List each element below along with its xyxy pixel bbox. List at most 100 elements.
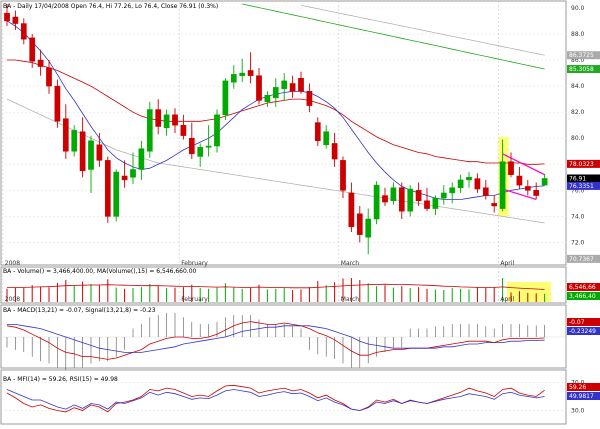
candle-body — [298, 78, 304, 92]
candle-body — [256, 75, 262, 101]
candle-body — [247, 70, 254, 76]
candle-body — [79, 131, 86, 172]
candle-body — [104, 160, 111, 217]
price-tick-label: 88.0 — [571, 31, 585, 38]
price-header: BA - Daily 17/04/2008 Open 76.4, Hi 77.2… — [3, 3, 218, 10]
candle-body — [457, 179, 464, 188]
month-label: April — [500, 260, 514, 267]
candle-body — [121, 175, 128, 181]
candle-body — [524, 186, 531, 191]
rsi-badge: 49.9817 — [569, 393, 594, 400]
grid-layer — [1, 1, 566, 303]
price-badge: 70.7367 — [569, 256, 594, 263]
candle-body — [12, 16, 19, 24]
price-tick-label: 90.0 — [571, 5, 585, 12]
candle-body — [4, 12, 10, 22]
month-label: February — [181, 260, 208, 267]
mfi-tick-label: 30.0 — [571, 408, 585, 415]
month-label: 2008 — [5, 260, 20, 267]
volume-layer — [6, 278, 546, 302]
candle-body — [482, 187, 489, 196]
candle-body — [230, 74, 237, 83]
candle-body — [113, 171, 120, 217]
price-badge-bg — [567, 65, 600, 74]
ma-green-line — [242, 3, 545, 70]
rsi-line — [6, 389, 545, 411]
volume-header: BA - Volume() = 3,466,400.00, MA(Volume(… — [3, 268, 197, 275]
candle-body — [239, 72, 246, 76]
price-badge: 85.3058 — [569, 66, 594, 73]
mfi-badge: 59.26 — [569, 384, 586, 391]
candle-body — [130, 169, 136, 178]
macd-header: BA - MACD(13,21) = -0.07, Signal(13,21,8… — [3, 307, 156, 314]
month-label-volume: March — [341, 296, 359, 303]
candle-body — [197, 147, 204, 157]
candle-body — [138, 148, 145, 170]
month-label-volume: February — [181, 296, 208, 303]
candle-body — [373, 184, 380, 220]
candle-body — [398, 187, 405, 212]
month-label-volume: April — [500, 296, 514, 303]
candle-body — [449, 187, 456, 194]
candle-body — [424, 200, 430, 209]
price-badge-bg — [567, 174, 600, 183]
candle-body — [491, 203, 498, 207]
month-label: March — [341, 260, 359, 267]
price-tick-label: 76.0 — [571, 187, 585, 194]
macd-badge-bg — [567, 318, 600, 326]
candle-body — [314, 122, 321, 142]
rsi-badge-bg — [567, 392, 600, 400]
price-tick-label: 84.0 — [571, 83, 585, 90]
volume-ma-line — [7, 283, 545, 290]
candle-body — [533, 190, 540, 196]
macd-layer — [1, 312, 566, 371]
price-tick-label: 72.0 — [571, 239, 585, 246]
candle-body — [382, 195, 388, 203]
volume-highlight-box — [507, 282, 551, 302]
candle-body — [46, 67, 52, 87]
candle-body — [432, 197, 439, 209]
candle-body — [180, 124, 187, 136]
macd-signal-badge: -0.23249 — [569, 328, 596, 335]
candle-body — [163, 114, 170, 129]
candle-body — [499, 161, 506, 209]
price-badge: 76.91 — [569, 175, 586, 182]
candle-body — [340, 160, 346, 191]
candle-body — [222, 80, 229, 116]
mfi-header: BA - MFI(14) = 59.26, RSI(15) = 49.98 — [3, 376, 118, 383]
ma-gray-upper-line — [300, 4, 545, 56]
candle-body — [172, 114, 178, 126]
month-label-volume: 2008 — [5, 296, 20, 303]
macd-signal-line — [7, 323, 545, 353]
volume-badge-value: 3,466,40 — [569, 293, 596, 300]
price-panel — [0, 0, 567, 266]
price-tick-label: 86.0 — [571, 57, 585, 64]
mfi-line — [6, 384, 545, 413]
candle-body — [323, 131, 330, 145]
candle-body — [54, 85, 61, 122]
price-badge-bg — [567, 159, 600, 168]
trendline — [502, 188, 537, 201]
price-tick-label: 82.0 — [571, 109, 585, 116]
mfi-panel — [0, 369, 567, 425]
candle-body — [356, 213, 363, 235]
candle-body — [508, 161, 514, 175]
price-badge: 76.3351 — [569, 183, 594, 190]
candle-body — [96, 144, 103, 161]
price-badge-bg — [567, 181, 600, 190]
price-badge-bg — [567, 254, 600, 263]
candle-body — [541, 178, 548, 186]
candle-body — [365, 218, 372, 238]
candle-body — [188, 137, 195, 155]
candle-body — [272, 87, 279, 99]
candle-body — [88, 140, 94, 170]
price-badge: 78.0323 — [569, 161, 594, 168]
candle-body — [466, 177, 472, 181]
candle-body — [205, 145, 212, 148]
price-tick-label: 80.0 — [571, 135, 585, 142]
candle-body — [62, 118, 69, 152]
volume-badge-ma: 6,546,66 — [569, 284, 596, 291]
price-tick-label: 74.0 — [571, 213, 585, 220]
candle-body — [281, 80, 288, 89]
candle-body — [390, 187, 397, 202]
